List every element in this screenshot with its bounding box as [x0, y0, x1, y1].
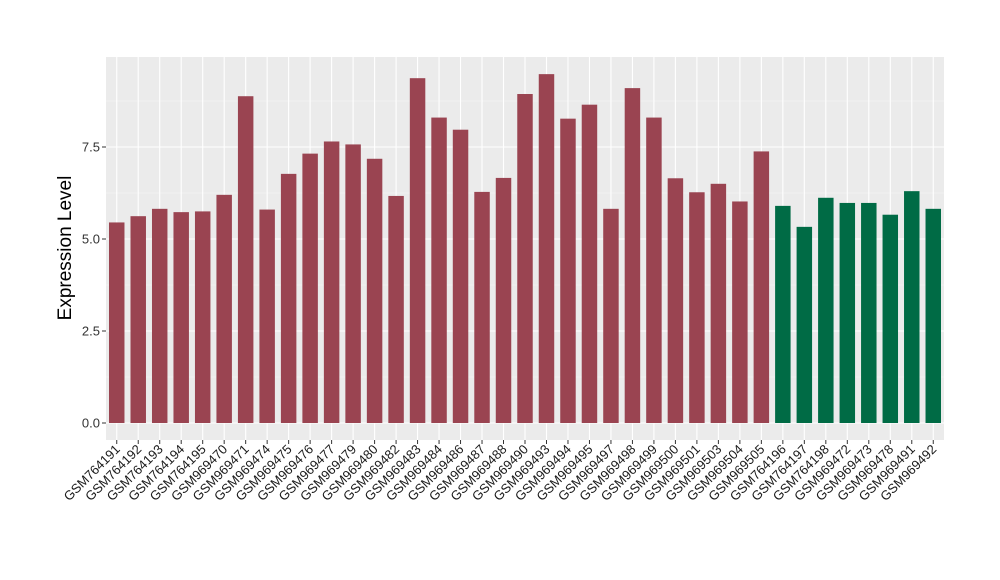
bar-gsm969483: [409, 78, 426, 424]
x-axis: GSM764191GSM764192GSM764193GSM764194GSM7…: [61, 440, 939, 504]
bar-gsm969493: [538, 74, 555, 424]
bar-gsm764193: [151, 208, 168, 423]
bar-gsm764191: [109, 222, 125, 423]
bar-gsm969490: [517, 94, 533, 424]
bar-gsm764194: [173, 212, 189, 423]
bar-gsm969474: [259, 209, 275, 423]
y-tick-label: 7.5: [82, 140, 100, 155]
bar-gsm969492: [925, 208, 941, 423]
bar-gsm969497: [603, 208, 619, 423]
bar-gsm969491: [904, 191, 920, 423]
y-axis: 0.0 2.5 5.0 7.5: [82, 140, 106, 431]
bar-gsm764198: [818, 197, 834, 423]
bar-gsm969495: [581, 104, 598, 424]
bar-gsm969499: [646, 117, 662, 423]
bar-gsm969494: [560, 118, 576, 423]
bars: [109, 74, 941, 424]
bar-gsm969503: [710, 183, 727, 423]
bar-gsm969488: [495, 177, 512, 423]
bar-gsm969471: [237, 96, 254, 423]
bar-gsm969473: [861, 202, 877, 423]
bar-gsm764196: [775, 205, 791, 423]
bar-gsm969475: [280, 173, 297, 423]
bar-gsm969482: [388, 195, 404, 423]
bar-gsm969476: [302, 153, 318, 423]
bar-gsm969470: [216, 194, 232, 423]
y-axis-title: Expression Level: [55, 176, 76, 321]
bar-gsm764195: [194, 211, 211, 423]
bar-gsm969478: [882, 214, 899, 423]
bar-gsm969479: [345, 144, 361, 423]
bar-gsm969472: [839, 202, 856, 423]
bar-gsm764192: [130, 216, 146, 423]
bar-gsm969500: [667, 178, 684, 423]
bar-gsm969501: [689, 192, 705, 423]
bar-gsm969505: [753, 151, 770, 423]
bar-gsm969480: [366, 158, 383, 423]
bar-gsm969498: [624, 88, 641, 424]
bar-gsm969477: [323, 141, 340, 424]
y-tick-label: 0.0: [82, 416, 100, 431]
bar-gsm969484: [431, 117, 447, 423]
y-tick-label: 2.5: [82, 324, 100, 339]
bar-gsm764197: [796, 226, 813, 423]
bar-gsm969487: [474, 191, 490, 423]
bar-gsm969504: [732, 201, 748, 423]
bar-gsm969486: [452, 129, 469, 424]
y-tick-label: 5.0: [82, 232, 100, 247]
